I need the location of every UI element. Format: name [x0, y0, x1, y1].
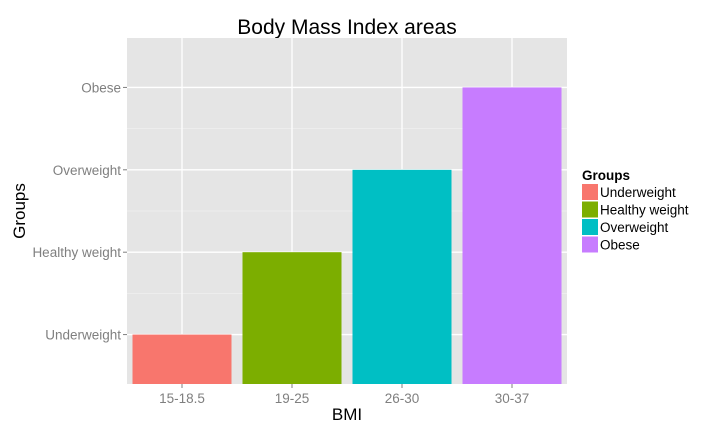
legend-label: Underweight: [600, 185, 676, 200]
bar-26-30: [352, 169, 452, 384]
legend-label: Healthy weight: [600, 203, 689, 218]
legend-title: Groups: [582, 168, 630, 183]
y-axis-ticks: Underweight Healthy weight Overweight Obese: [32, 80, 127, 343]
chart-title: Body Mass Index areas: [237, 16, 456, 39]
legend-label: Obese: [600, 238, 640, 253]
x-tick-label: 15-18.5: [159, 391, 205, 406]
x-tick-label: 19-25: [275, 391, 310, 406]
y-axis-title: Groups: [10, 183, 29, 239]
y-tick-label: Healthy weight: [32, 245, 121, 260]
x-tick-label: 30-37: [495, 391, 530, 406]
bar-30-37: [462, 87, 562, 384]
bar-15-18.5: [132, 334, 232, 384]
legend-key: [582, 184, 598, 200]
bar-19-25: [242, 252, 342, 384]
legend-key: [582, 201, 598, 218]
legend-label: Overweight: [600, 220, 669, 235]
bar-group: [132, 87, 562, 384]
y-tick-label: Overweight: [53, 163, 122, 178]
legend: Groups Underweight Healthy weight Overweig…: [582, 168, 689, 253]
x-tick-label: 26-30: [385, 391, 420, 406]
legend-key: [582, 219, 598, 235]
x-axis-ticks: 15-18.5 19-25 26-30 30-37: [159, 384, 529, 406]
x-axis-title: BMI: [332, 405, 362, 424]
legend-key: [582, 236, 598, 253]
y-tick-label: Underweight: [45, 328, 121, 343]
y-tick-label: Obese: [81, 80, 121, 95]
